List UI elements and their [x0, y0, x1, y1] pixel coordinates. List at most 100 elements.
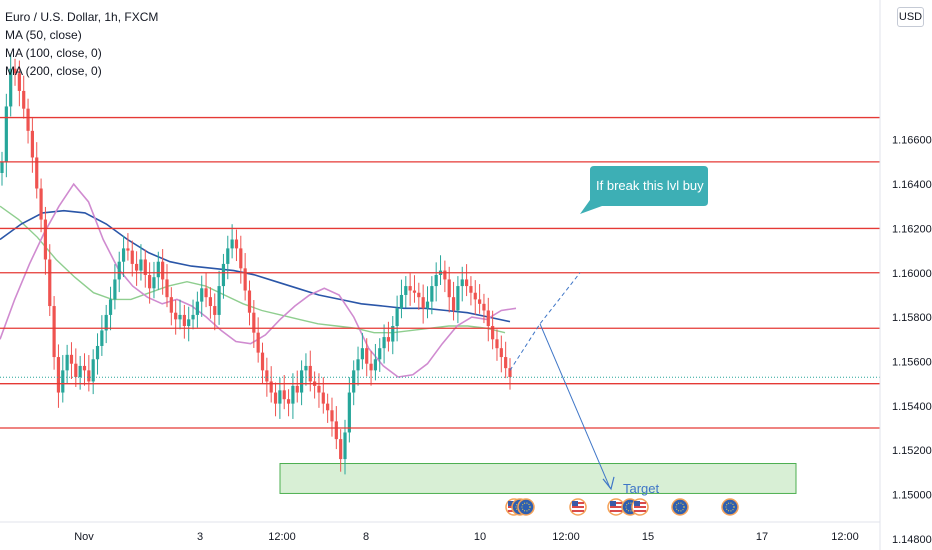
candle-body [108, 299, 113, 315]
candle-body [56, 357, 61, 393]
candle-body [504, 357, 508, 369]
candle-body [321, 392, 325, 404]
y-tick-label: 1.16000 [892, 268, 932, 280]
eu-flag-circle [671, 498, 689, 516]
candle-body [0, 161, 4, 173]
callout-shape [580, 166, 708, 214]
candle-body [139, 259, 143, 271]
currency-button[interactable]: USD [897, 7, 924, 27]
candle [478, 284, 482, 314]
candle-body [95, 345, 100, 360]
candle [204, 273, 208, 308]
candle [30, 118, 34, 173]
x-tick-label: 15 [642, 531, 654, 543]
candle-body [17, 73, 21, 91]
target-zone-layer [279, 463, 797, 494]
candle [165, 264, 169, 308]
candle [373, 343, 378, 381]
us-flag-canton [508, 501, 514, 506]
symbol-title[interactable]: Euro / U.S. Dollar, 1h, FXCM [5, 10, 159, 24]
target-zone [279, 463, 797, 494]
candle-body [456, 286, 460, 311]
eu-flag-icon [671, 498, 689, 516]
candle-body [117, 261, 121, 280]
candle [321, 377, 325, 414]
candle [161, 249, 165, 295]
us-flag-icon [607, 498, 625, 516]
candle-body [382, 337, 386, 349]
candle-body [256, 332, 260, 353]
candle-body [195, 301, 199, 315]
candle [178, 299, 182, 330]
candle [148, 262, 152, 304]
candle [100, 315, 104, 356]
candle [26, 98, 30, 144]
candle [430, 276, 434, 315]
candle-body [299, 370, 304, 393]
candle-body [74, 363, 78, 378]
candle [347, 377, 351, 443]
candle [464, 264, 469, 297]
ma200-legend[interactable]: MA (200, close, 0) [5, 64, 102, 78]
candle [69, 342, 74, 380]
candle [304, 353, 308, 386]
candle-body [360, 348, 364, 360]
us-flag-canton [572, 501, 578, 506]
candle-body [213, 306, 217, 315]
eu-flag-circle [721, 498, 739, 516]
callout-text: If break this lvl buy [596, 178, 704, 193]
candle-body [265, 370, 269, 382]
candle [48, 244, 52, 317]
candle-body [373, 359, 378, 371]
candle [195, 291, 199, 328]
candle-body [443, 270, 447, 280]
candle-body [508, 368, 512, 378]
eu-flag-stars [725, 502, 735, 512]
level-line-layer: 1.167001.165001.162001.160001.157501.155… [0, 109, 928, 437]
candle-body [161, 261, 165, 280]
candle [434, 262, 438, 302]
event-marker-layer [505, 498, 739, 516]
candle [286, 389, 291, 417]
candle-body [48, 259, 52, 307]
candle [65, 344, 69, 384]
candle-body [491, 326, 495, 340]
candle-body [282, 390, 286, 400]
candle [156, 251, 160, 290]
ma50-legend[interactable]: MA (50, close) [5, 28, 82, 42]
candle-body [61, 370, 65, 393]
candle-body [143, 259, 147, 275]
candle [39, 178, 43, 233]
candle-body [243, 268, 247, 291]
candle [313, 371, 317, 399]
candle-body [226, 248, 230, 264]
candle [239, 235, 243, 284]
candle-body [369, 363, 373, 371]
candle [256, 317, 260, 363]
us-flag-canton [634, 501, 640, 506]
candle-body [365, 348, 369, 364]
candle [130, 240, 134, 277]
candle-body [464, 279, 469, 287]
candle [134, 251, 139, 286]
candle-body [204, 288, 208, 298]
ma100-legend[interactable]: MA (100, close, 0) [5, 46, 102, 60]
candle-body [104, 314, 108, 331]
candle [278, 377, 282, 419]
candle-body [395, 308, 399, 327]
x-tick-label: 17 [756, 531, 768, 543]
candle [438, 255, 443, 285]
candle-body [174, 312, 178, 320]
candle-body [234, 239, 239, 249]
candle-body [165, 279, 169, 298]
candle [52, 296, 56, 370]
ma100-line [0, 205, 506, 334]
candle-body [91, 359, 95, 382]
y-tick-label: 1.15800 [892, 312, 932, 324]
candle [326, 393, 330, 423]
candle [191, 299, 195, 330]
candle [308, 350, 312, 392]
candle-body [39, 188, 43, 220]
